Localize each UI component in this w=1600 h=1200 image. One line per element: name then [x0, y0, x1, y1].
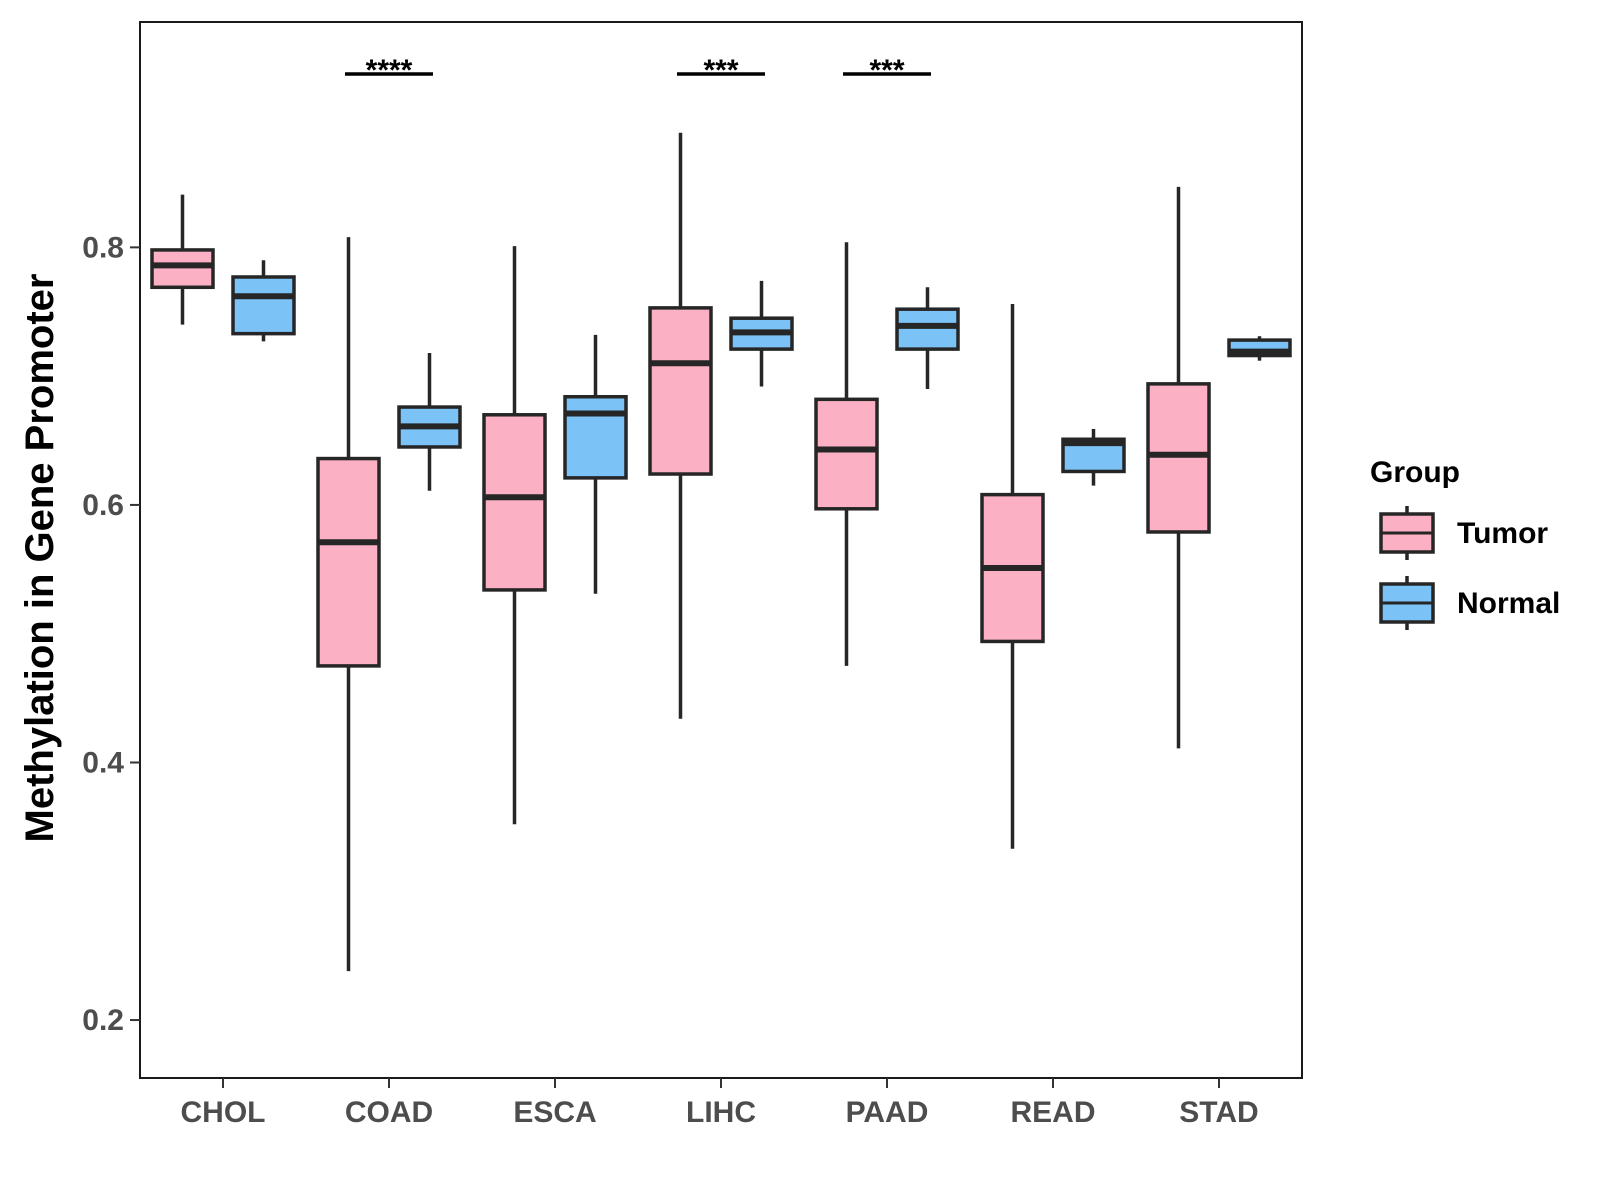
significance-lihc: ***	[677, 54, 765, 87]
box-normal-paad	[895, 287, 960, 390]
y-tick-label: 0.4	[82, 746, 124, 779]
y-tick-label: 0.8	[82, 231, 124, 264]
box-tumor-coad	[316, 237, 381, 972]
box-normal-stad	[1227, 336, 1292, 361]
legend-item-tumor: Tumor	[1379, 506, 1548, 560]
box-body	[482, 413, 547, 592]
box-normal-lihc	[729, 280, 794, 387]
box-body	[150, 248, 215, 290]
significance-coad: ****	[345, 54, 433, 87]
box-body	[648, 306, 713, 476]
box-body	[316, 456, 381, 668]
x-tick-label: CHOL	[181, 1096, 266, 1129]
x-tick-label: COAD	[345, 1096, 433, 1129]
box-normal-chol	[231, 260, 296, 342]
box-body	[563, 395, 628, 480]
significance-label: ***	[869, 54, 904, 87]
box-tumor-chol	[150, 194, 215, 325]
y-tick-label: 0.2	[82, 1004, 124, 1037]
x-tick-label: ESCA	[513, 1096, 596, 1129]
box-body	[231, 275, 296, 336]
plot-panel-border	[139, 21, 1303, 1079]
x-tick-label: LIHC	[686, 1096, 756, 1129]
significance-label: ****	[366, 54, 413, 87]
legend-label-normal: Normal	[1457, 587, 1560, 620]
legend-item-normal: Normal	[1379, 576, 1560, 630]
box-normal-coad	[397, 352, 462, 491]
box-normal-esca	[563, 334, 628, 594]
box-tumor-read	[980, 304, 1045, 849]
box-tumor-esca	[482, 246, 547, 825]
box-body	[895, 307, 960, 351]
x-tick-label: STAD	[1179, 1096, 1258, 1129]
legend-label-tumor: Tumor	[1457, 517, 1548, 550]
x-tick-label: READ	[1010, 1096, 1095, 1129]
y-tick-label: 0.6	[82, 489, 124, 522]
significance-paad: ***	[843, 54, 931, 87]
box-tumor-stad	[1146, 186, 1211, 749]
box-tumor-paad	[814, 242, 879, 666]
box-normal-read	[1061, 428, 1126, 486]
y-axis-title: Methylation in Gene Promoter	[18, 274, 62, 843]
box-body	[1146, 382, 1211, 534]
legend-title: Group	[1370, 456, 1460, 489]
legend: Group Tumor Normal	[1370, 456, 1560, 630]
box-body	[814, 397, 879, 511]
significance-label: ***	[703, 54, 738, 87]
significance-layer: **** *** ***	[345, 54, 931, 87]
x-tick-label: PAAD	[846, 1096, 929, 1129]
y-axis-title-group: Methylation in Gene Promoter	[18, 274, 62, 843]
plot-layer: 0.2 0.4 0.6 0.8 CHOL COAD ESCA LIHC PAAD READ STAD	[82, 21, 1303, 1129]
box-tumor-lihc	[648, 132, 713, 719]
